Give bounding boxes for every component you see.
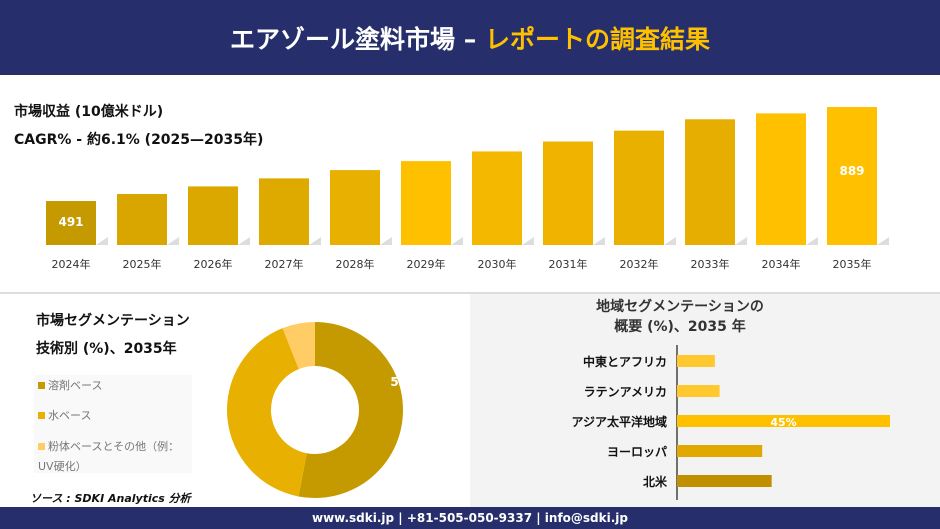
bar: [543, 141, 593, 245]
bar-shadow: [167, 237, 179, 245]
source-note: ソース : SDKI Analytics 分析: [30, 492, 191, 505]
bar-shadow: [806, 237, 818, 245]
donut-slice: [226, 328, 307, 497]
bar-shadow: [877, 237, 889, 245]
bar-shadow: [522, 237, 534, 245]
region-panel: [470, 294, 940, 507]
title-highlight: レポートの調査結果: [484, 24, 710, 54]
bar: [614, 130, 664, 245]
bar-shadow: [309, 237, 321, 245]
category-label: ラテンアメリカ: [584, 385, 667, 399]
bar: [401, 161, 451, 245]
bar: [677, 445, 763, 457]
category-label: 中東とアフリカ: [583, 354, 667, 369]
donut-slice: [298, 322, 403, 498]
x-tick-label: 2027年: [265, 257, 304, 271]
bar-shadow: [735, 237, 747, 245]
legend-swatch: [38, 412, 45, 419]
region-title-line2: 概要 (%)、2035 年: [614, 319, 746, 335]
region-title-line1: 地域セグメンテーションの: [596, 299, 764, 315]
legend-item: 水ベース: [38, 407, 91, 423]
x-tick-label: 2026年: [194, 257, 233, 271]
bar-shadow: [451, 237, 463, 245]
segment-title: 市場セグメンテーション: [36, 313, 190, 329]
legend-label: 水ベース: [48, 409, 92, 422]
divider: [0, 292, 940, 294]
legend-swatch: [38, 382, 45, 389]
technology-donut-chart: 53%: [226, 322, 410, 498]
x-tick-label: 2029年: [407, 257, 446, 271]
bar-shadow: [380, 237, 392, 245]
bar: [677, 415, 890, 427]
x-tick-label: 2031年: [549, 257, 588, 271]
x-tick-label: 2030年: [478, 257, 517, 271]
bar: [330, 170, 380, 245]
header-banner: エアゾール塗料市場 – レポートの調査結果: [0, 0, 940, 75]
category-label: ヨーロッパ: [607, 445, 667, 459]
data-label: 889: [839, 164, 864, 178]
legend-item: 粉体ベースとその他（例：UV硬化）: [38, 437, 193, 477]
x-tick-label: 2025年: [123, 257, 162, 271]
bar: [188, 186, 238, 245]
cagr-text: CAGR% - 約6.1% (2025—2035年): [14, 132, 264, 148]
data-label: 53%: [390, 375, 410, 389]
revenue-bar-chart: 2024年 491 2025年 2026年 2027年 2028年 2029年 2030年 20…: [46, 107, 889, 271]
bar: [677, 385, 720, 397]
segment-subtitle: 技術別 (%)、2035年: [36, 341, 177, 357]
bar: [259, 178, 309, 245]
legend-swatch: [38, 443, 45, 450]
bar: [46, 201, 96, 245]
x-tick-label: 2034年: [762, 257, 801, 271]
category-label: 北米: [643, 474, 668, 489]
data-label: 45%: [770, 416, 796, 429]
bar: [677, 475, 772, 487]
bar: [827, 107, 877, 245]
title-main: エアゾール塗料市場 –: [230, 24, 477, 54]
legend-label: 溶剤ベース: [48, 379, 103, 392]
footer-contact: www.sdki.jp | +81-505-050-9337 | info@sd…: [0, 507, 940, 529]
donut-slice: [282, 322, 315, 370]
category-label: アジア太平洋地域: [571, 414, 667, 429]
legend-item: 溶剤ベース: [38, 377, 102, 393]
bar-shadow: [96, 237, 108, 245]
bar-shadow: [238, 237, 250, 245]
bar: [685, 119, 735, 245]
bar: [472, 151, 522, 245]
legend-label: 粉体ベースとその他（例：UV硬化）: [38, 440, 180, 473]
region-title: 地域セグメンテーションの 概要 (%)、2035 年: [530, 297, 830, 337]
bar-shadow: [593, 237, 605, 245]
bar: [117, 193, 167, 245]
x-tick-label: 2035年: [833, 257, 872, 271]
x-tick-label: 2024年: [52, 257, 91, 271]
bar: [677, 355, 715, 367]
bar-shadow: [664, 237, 676, 245]
bar: [756, 113, 806, 245]
revenue-title: 市場収益 (10億米ドル): [14, 104, 164, 120]
x-tick-label: 2028年: [336, 257, 375, 271]
x-tick-label: 2033年: [691, 257, 730, 271]
data-label: 491: [58, 215, 83, 229]
x-tick-label: 2032年: [620, 257, 659, 271]
donut-legend: 溶剤ベース 水ベース 粉体ベースとその他（例：UV硬化）: [34, 375, 192, 473]
